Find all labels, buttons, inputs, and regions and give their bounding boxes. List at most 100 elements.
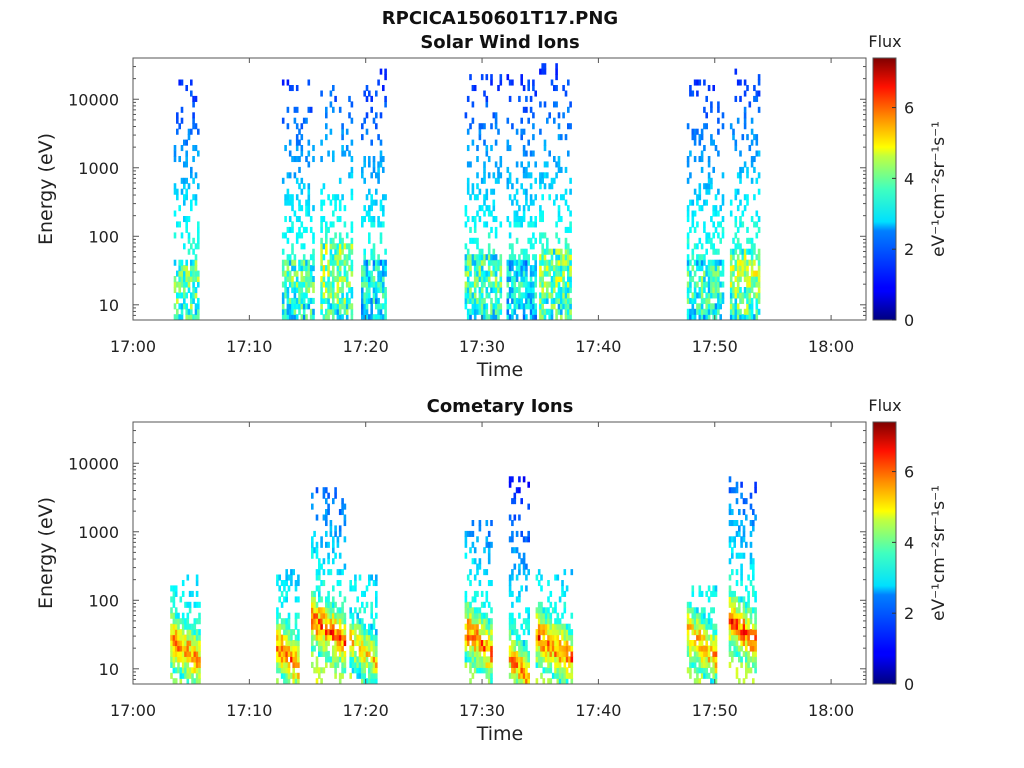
heatmap-cell [194, 259, 198, 266]
heatmap-cell [336, 216, 340, 223]
heatmap-cell [382, 156, 385, 163]
heatmap-cell [738, 612, 741, 619]
heatmap-cell [305, 156, 308, 163]
heatmap-cell [471, 216, 475, 223]
heatmap-cell [332, 292, 335, 299]
heatmap-cell [700, 607, 704, 614]
heatmap-cell [349, 650, 352, 657]
heatmap-cell [549, 618, 553, 625]
heatmap-cell [327, 270, 330, 277]
heatmap-cell [188, 650, 192, 657]
heatmap-cell [315, 667, 319, 674]
heatmap-cell [288, 139, 292, 146]
heatmap-cell [740, 634, 743, 641]
heatmap-cell [315, 618, 319, 625]
heatmap-cell [187, 237, 191, 244]
heatmap-cell [755, 210, 759, 217]
heatmap-cell [483, 612, 486, 619]
heatmap-cell [738, 623, 741, 630]
heatmap-cell [464, 601, 468, 608]
heatmap-cell [733, 541, 736, 548]
heatmap-cell [550, 314, 554, 321]
heatmap-cell [750, 156, 754, 163]
heatmap-cell [466, 188, 470, 195]
heatmap-cell [286, 259, 290, 266]
heatmap-cell [350, 139, 354, 146]
heatmap-cell [315, 514, 319, 521]
heatmap-cell [746, 248, 749, 255]
heatmap-cell [499, 172, 503, 179]
heatmap-cell [361, 265, 364, 272]
heatmap-cell [735, 481, 739, 488]
heatmap-cell [705, 623, 708, 630]
heatmap-cell [332, 645, 335, 652]
heatmap-cell [180, 265, 184, 272]
heatmap-cell [686, 640, 690, 647]
heatmap-cell [327, 569, 330, 576]
heatmap-cell [334, 645, 337, 652]
heatmap-cell [525, 254, 528, 261]
heatmap-cell [469, 661, 472, 668]
heatmap-cell [336, 276, 340, 283]
heatmap-cell [544, 612, 548, 619]
heatmap-cell [322, 558, 326, 565]
heatmap-cell [334, 292, 337, 299]
heatmap-cell [543, 281, 547, 288]
heatmap-cell [341, 498, 344, 505]
heatmap-cell [471, 607, 475, 614]
heatmap-cell [515, 216, 519, 223]
heatmap-cell [520, 530, 523, 537]
heatmap-cell [490, 580, 493, 587]
heatmap-cell [293, 281, 297, 288]
heatmap-cell [750, 161, 754, 168]
heatmap-cell [473, 259, 477, 266]
heatmap-cell [318, 596, 321, 603]
heatmap-cell [570, 667, 574, 674]
heatmap-cell [343, 520, 347, 527]
heatmap-cell [307, 265, 311, 272]
heatmap-cell [332, 194, 335, 201]
heatmap-cell [480, 281, 484, 288]
heatmap-cell [372, 166, 376, 173]
heatmap-cell [511, 618, 514, 625]
heatmap-cell [375, 314, 378, 321]
heatmap-cell [700, 640, 704, 647]
heatmap-cell [508, 574, 512, 581]
heatmap-cell [288, 85, 292, 92]
heatmap-cell [564, 199, 568, 206]
heatmap-cell [349, 672, 352, 679]
heatmap-cell [193, 640, 197, 647]
heatmap-cell [382, 276, 385, 283]
heatmap-cell [363, 629, 366, 636]
heatmap-cell [557, 303, 561, 310]
heatmap-cell [473, 226, 477, 233]
heatmap-cell [741, 254, 745, 261]
heatmap-cell [570, 634, 574, 641]
x-tick-label: 17:50 [692, 701, 738, 720]
heatmap-cell [705, 634, 708, 641]
heatmap-cell [696, 672, 699, 679]
heatmap-cell [350, 172, 354, 179]
heatmap-cell [276, 629, 279, 636]
heatmap-cell [698, 265, 702, 272]
heatmap-cell [298, 281, 301, 288]
heatmap-cell [341, 281, 344, 288]
heatmap-cell [179, 650, 183, 657]
heatmap-cell [466, 308, 470, 315]
heatmap-cell [300, 270, 304, 277]
heatmap-cell [343, 308, 347, 315]
heatmap-cell [298, 199, 301, 206]
heatmap-cell [508, 145, 512, 152]
heatmap-cell [511, 183, 514, 190]
heatmap-cell [382, 205, 385, 212]
heatmap-cell [557, 166, 561, 173]
heatmap-cell [170, 672, 173, 679]
heatmap-cell [318, 558, 321, 565]
heatmap-cell [541, 254, 544, 261]
heatmap-cell [696, 656, 699, 663]
heatmap-cell [473, 265, 477, 272]
heatmap-cell [327, 629, 330, 636]
heatmap-cell [370, 205, 373, 212]
heatmap-cell [736, 314, 740, 321]
heatmap-cell [733, 640, 736, 647]
